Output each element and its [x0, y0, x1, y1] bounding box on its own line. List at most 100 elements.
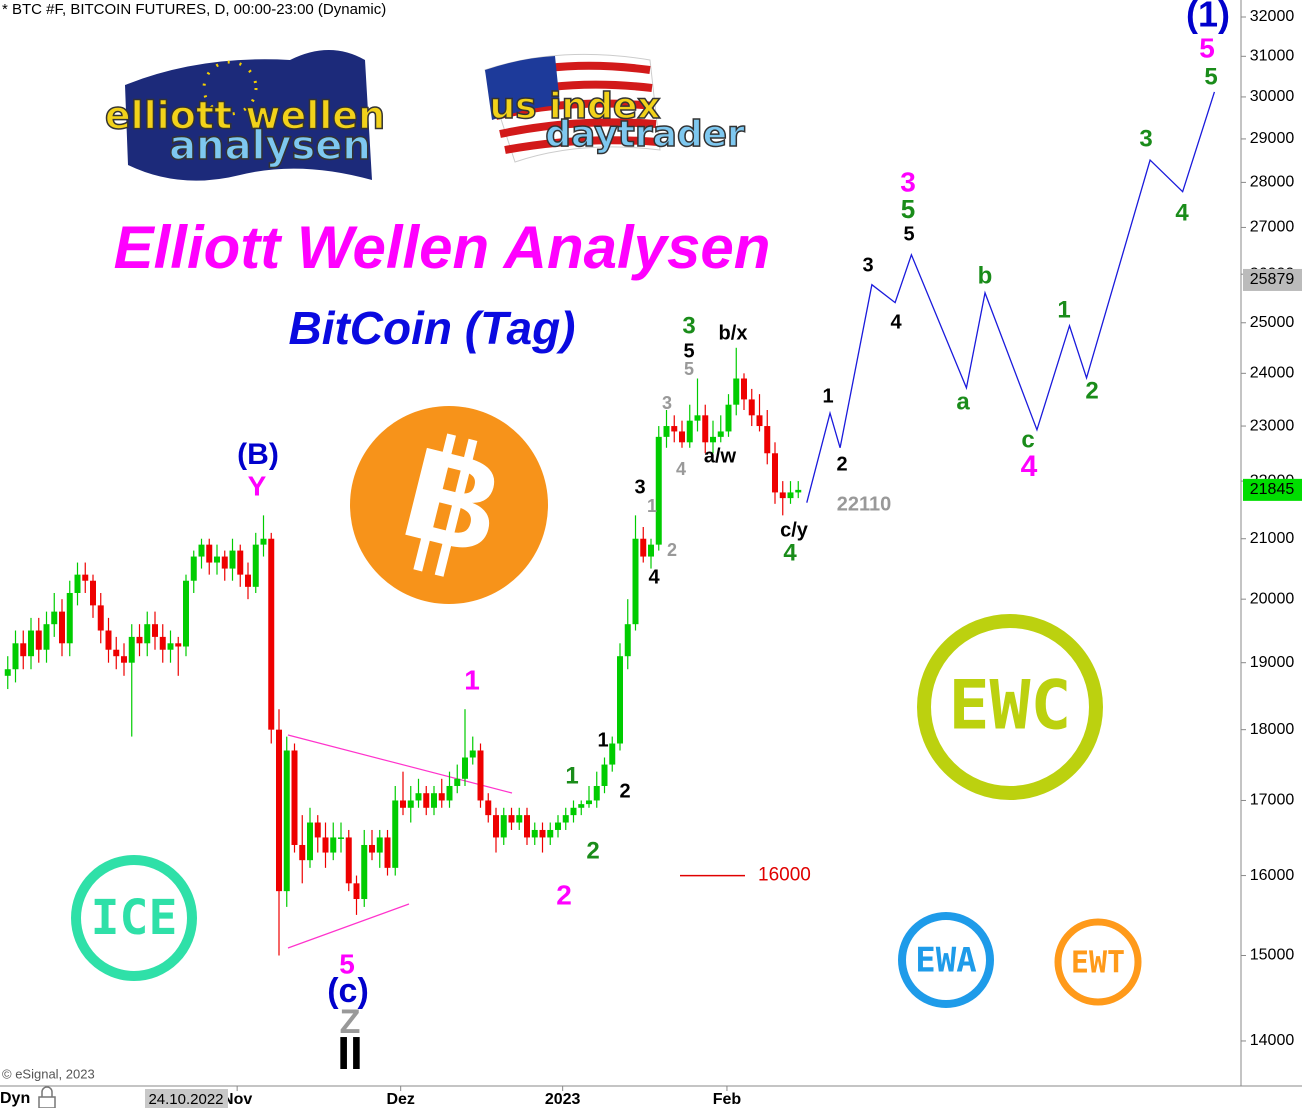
wave-label: 5 — [1204, 63, 1217, 90]
candle-body — [694, 415, 701, 421]
candle-body — [229, 550, 236, 569]
candle-body — [516, 815, 523, 823]
candle-body — [330, 837, 337, 853]
candle-body — [28, 630, 34, 657]
candle-body — [795, 489, 802, 493]
logo-text: EWC — [949, 667, 1072, 746]
candle-body — [190, 556, 197, 581]
y-tick-label: 19000 — [1250, 654, 1295, 671]
candle-body — [407, 800, 414, 808]
wave-label: (1) — [1186, 0, 1230, 35]
candle-body — [51, 611, 58, 625]
candle-body — [764, 426, 771, 454]
wave-label: 2 — [836, 453, 847, 475]
wave-label: 5 — [901, 194, 915, 224]
chart-header: * BTC #F, BITCOIN FUTURES, D, 00:00-23:0… — [2, 1, 386, 18]
wave-label: 4 — [783, 539, 797, 566]
wave-label: 4 — [676, 459, 686, 479]
candle-body — [679, 431, 685, 443]
candle-body — [524, 815, 530, 838]
candle-body — [12, 643, 19, 670]
candle-body — [648, 544, 654, 557]
candle-body — [245, 574, 251, 587]
wave-label: 5 — [903, 223, 914, 245]
price-tag — [1243, 268, 1302, 291]
logo-bar — [434, 438, 478, 577]
x-tick-label: 2023 — [545, 1091, 581, 1108]
candle-body — [415, 793, 422, 801]
candle-body — [772, 453, 778, 493]
chart-title: Elliott Wellen Analysen — [114, 214, 771, 281]
candle-body — [113, 649, 120, 657]
price-tag — [1243, 478, 1302, 501]
candle-body — [462, 757, 468, 779]
wave-label: 2 — [667, 540, 677, 560]
candle-body — [198, 544, 205, 557]
y-tick-label: 15000 — [1250, 947, 1295, 964]
y-tick-label: 32000 — [1250, 8, 1295, 25]
cursor-date-box: 24.10.2022 — [145, 1089, 228, 1108]
wave-label: 1 — [647, 496, 657, 516]
wave-label: Y — [248, 470, 267, 501]
logo-elliott-wellen: elliott wellen analysen — [104, 50, 386, 181]
candle-body — [609, 743, 616, 765]
candle-body — [221, 556, 228, 569]
logo-text: analysen — [169, 123, 371, 169]
logo-stars — [202, 60, 258, 116]
wave-label: 5 — [683, 340, 694, 362]
candle-body — [283, 750, 290, 892]
candle-body — [779, 492, 786, 499]
trend-line — [287, 903, 410, 949]
y-tick-label: 18000 — [1250, 721, 1295, 738]
x-tick-label: Feb — [713, 1091, 742, 1108]
candle-body — [748, 399, 755, 416]
logo-bar — [413, 433, 456, 572]
candle-body — [686, 420, 693, 443]
candle-body — [268, 538, 275, 730]
chart-subtitle: BitCoin (Tag) — [288, 302, 575, 354]
candle-body — [237, 550, 244, 575]
y-tick-label: 29000 — [1250, 130, 1295, 147]
candle-body — [20, 643, 27, 657]
logo-ewa: EWA — [898, 912, 994, 1008]
candle-body — [601, 764, 608, 786]
wave-label: 2 — [586, 837, 599, 864]
logo-text: us index — [490, 86, 661, 127]
wave-label: (B) — [237, 438, 279, 471]
price-tag-label: 21845 — [1250, 481, 1295, 498]
logo-us-index: us index daytrader — [484, 53, 746, 163]
wave-label: c — [1021, 426, 1034, 453]
y-tick-label: 31000 — [1250, 48, 1295, 65]
candle-body — [787, 492, 794, 499]
wave-label: 2 — [556, 879, 572, 910]
logo-canton — [485, 56, 560, 120]
candle-body — [175, 643, 182, 647]
logo-bitcoin: B — [350, 406, 548, 604]
candle-body — [66, 592, 73, 644]
wave-label: 3 — [1139, 125, 1152, 152]
candle-body — [90, 580, 96, 606]
wave-label: Z — [340, 1003, 361, 1041]
wave-label: 1 — [1057, 296, 1070, 323]
wave-label: 4 — [648, 566, 660, 588]
candle-body — [392, 800, 399, 868]
candle-body — [562, 815, 569, 823]
candle-body — [555, 822, 561, 830]
lock-shackle — [41, 1086, 53, 1097]
candle-body — [43, 624, 50, 650]
wave-label: 2 — [1085, 377, 1098, 404]
candle-body — [671, 426, 678, 432]
wave-label: 2 — [619, 780, 630, 802]
candle-body — [741, 378, 747, 400]
logo-text: EWA — [915, 941, 976, 981]
candle-body — [152, 624, 158, 637]
wave-label: 1 — [565, 762, 578, 789]
wave-label: a/w — [704, 445, 737, 467]
logo-circle — [898, 912, 994, 1008]
logo-ewc: EWC — [917, 614, 1103, 800]
candle-body — [105, 630, 112, 650]
lock-icon — [38, 1086, 56, 1108]
wave-label: 5 — [1199, 32, 1215, 63]
candle-body — [578, 804, 585, 808]
